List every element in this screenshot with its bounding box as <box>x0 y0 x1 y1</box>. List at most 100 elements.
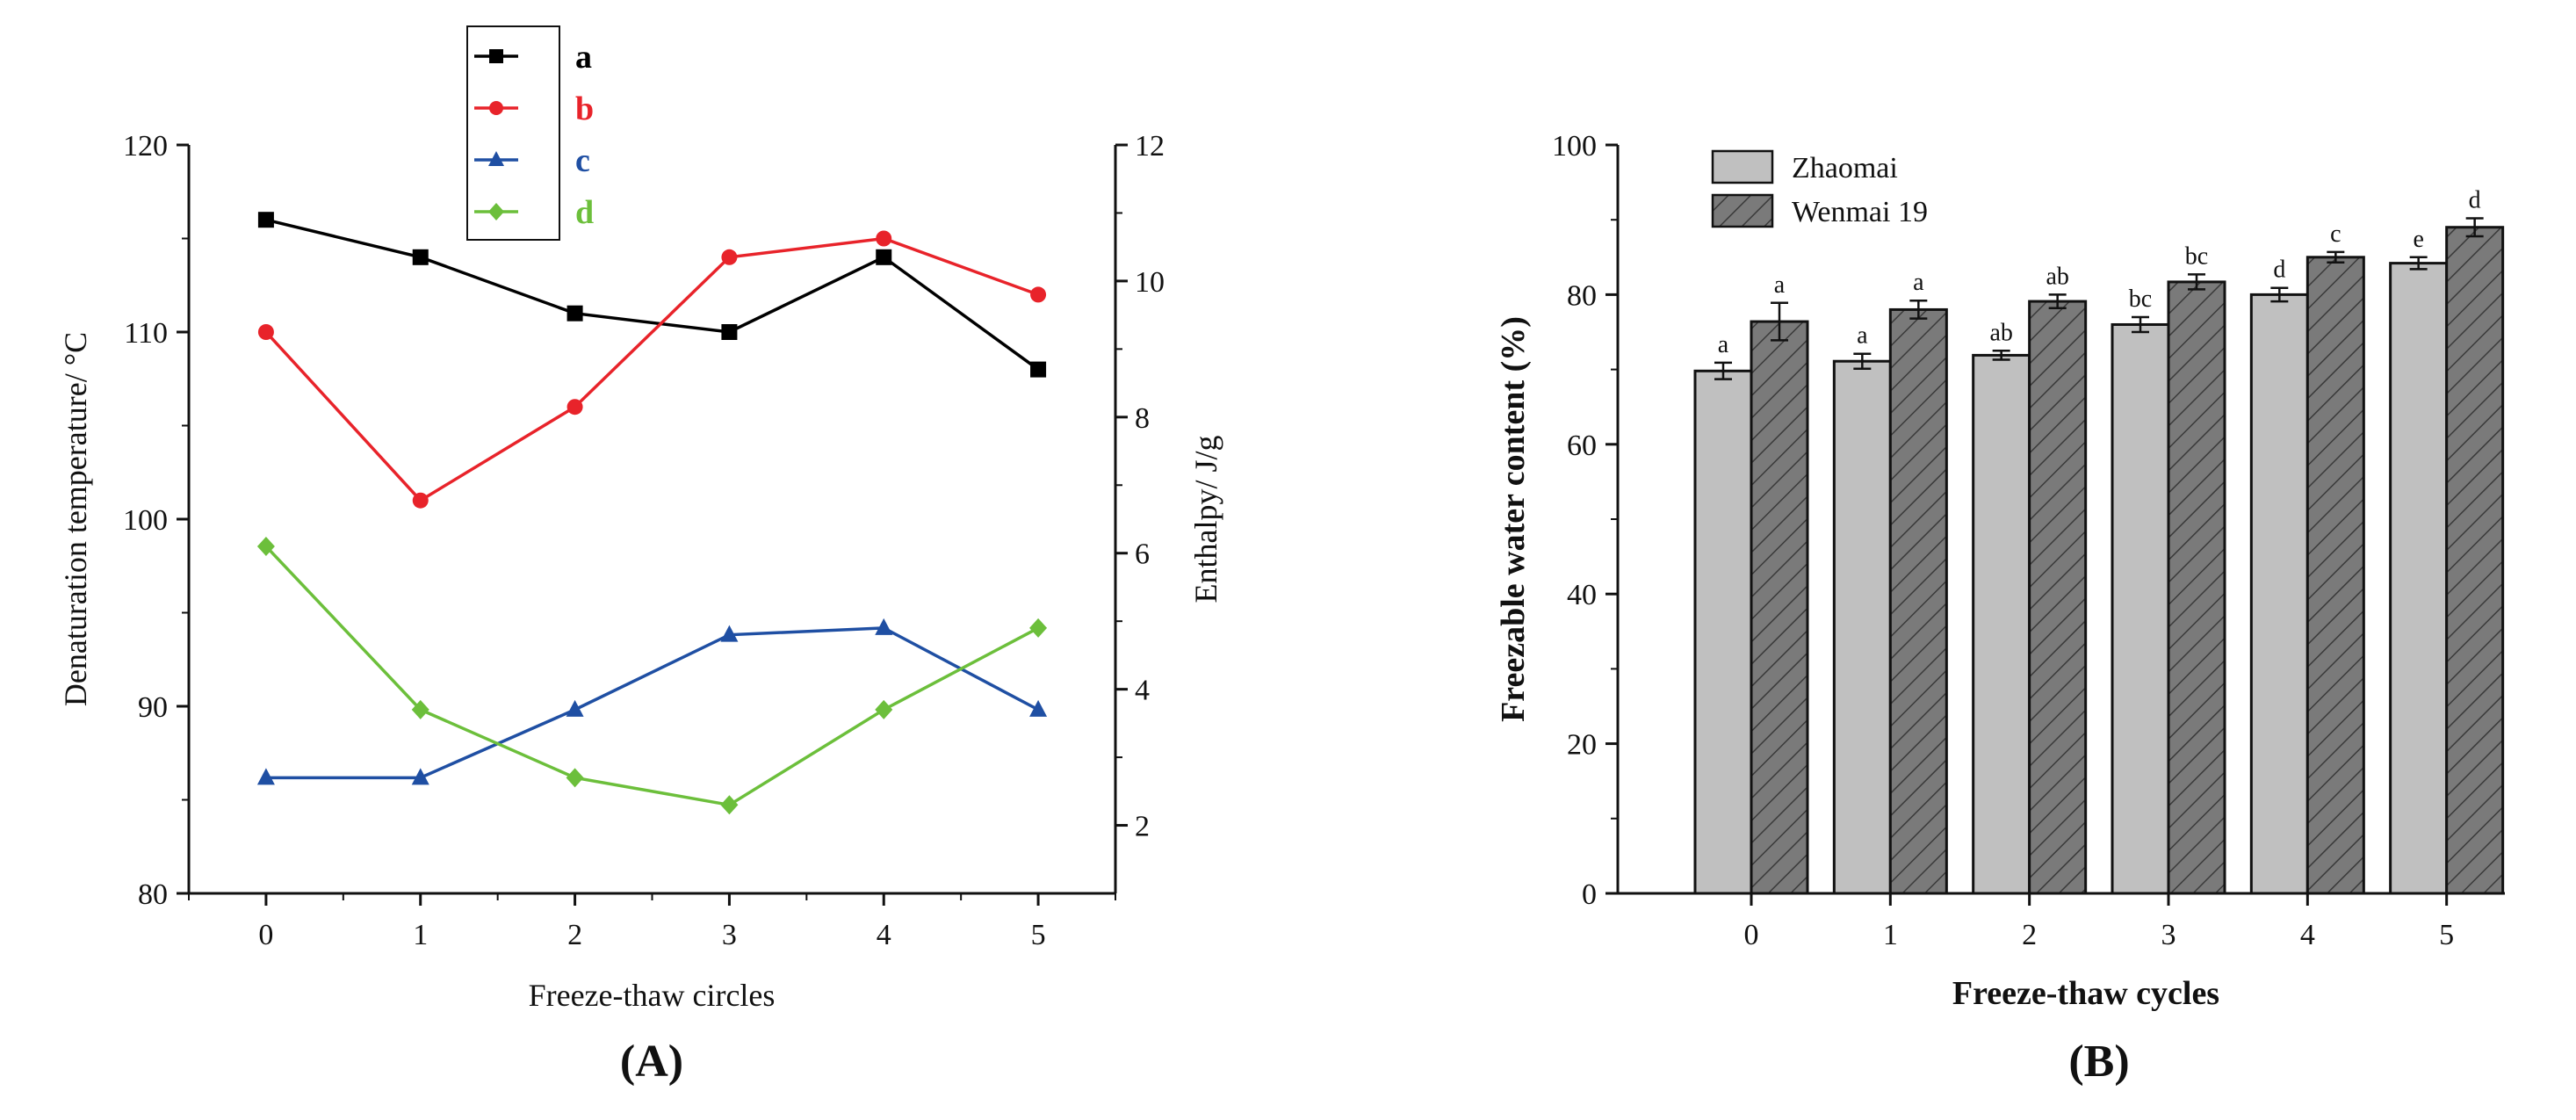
panel-a-y-tick-label: 110 <box>124 317 168 350</box>
panel-a-x-tick-label: 1 <box>413 919 428 951</box>
bar-zhaomai <box>1693 369 1753 895</box>
series-b-point <box>257 324 274 340</box>
bar-wenmai-19 <box>2167 280 2226 895</box>
legend-a-marker <box>489 49 503 63</box>
significance-label: d <box>2469 186 2481 213</box>
bar-zhaomai <box>2249 293 2309 895</box>
legend-b-marker <box>489 101 503 115</box>
significance-label: e <box>2413 226 2423 253</box>
panel-a-y2-tick-label: 12 <box>1135 130 1165 163</box>
panel-b-x-tick-label: 5 <box>2439 919 2454 951</box>
significance-label: ab <box>1989 319 2012 346</box>
legend-swatch-wenmai-19 <box>1711 193 1774 228</box>
series-b-line <box>264 236 1039 502</box>
panel-a-y2-tick-label: 4 <box>1135 675 1150 707</box>
panel-a-x-axis-label: Freeze-thaw circles <box>529 978 776 1013</box>
panel-a-y2-tick-label: 8 <box>1135 402 1150 435</box>
series-d-point <box>256 536 275 556</box>
significance-label: a <box>1857 322 1868 350</box>
bar-wenmai-19 <box>2028 300 2088 895</box>
panel-b-y-tick-label: 80 <box>1567 279 1597 312</box>
panel-a-x-tick-label: 3 <box>722 919 737 951</box>
series-b-point <box>876 230 892 247</box>
bar-wenmai-19 <box>1750 320 1809 895</box>
panel-b-x-tick-label: 3 <box>2161 919 2176 951</box>
series-a-point <box>876 249 892 265</box>
panel-a-y2-tick-label: 6 <box>1135 538 1150 571</box>
significance-label: a <box>1913 269 1924 296</box>
series-c-point <box>1029 699 1048 717</box>
bar-wenmai-19 <box>2445 226 2505 895</box>
panel-a-y-axis-label: Denaturation temperature/ °C <box>58 332 93 706</box>
significance-label: bc <box>2185 242 2208 270</box>
panel-b-y-tick-label: 100 <box>1552 130 1597 163</box>
legend-label-wenmai-19: Wenmai 19 <box>1792 196 1928 228</box>
panel-b-y-tick-label: 20 <box>1567 729 1597 762</box>
panel-b-y-tick-label: 40 <box>1567 579 1597 611</box>
series-d-point <box>720 795 739 815</box>
panel-a-x-tick-label: 0 <box>258 919 273 951</box>
panel-b-x-axis-label: Freeze-thaw cycles <box>1952 975 2219 1012</box>
panel-a-y-tick-label: 90 <box>138 691 168 724</box>
panel-a-x-tick-label: 5 <box>1031 919 1046 951</box>
series-d-line <box>264 545 1039 807</box>
panel-b-x-tick-label: 4 <box>2300 919 2315 951</box>
series-d-point <box>566 768 584 788</box>
panel-a-y2-tick-label: 2 <box>1135 811 1150 843</box>
series-c-point <box>411 768 429 785</box>
series-a-point <box>566 305 583 322</box>
significance-label: c <box>2330 220 2341 248</box>
legend-label-zhaomai: Zhaomai <box>1792 152 1898 184</box>
panel-a-y-tick-label: 80 <box>138 878 168 911</box>
series-c-point <box>566 699 584 717</box>
significance-label: a <box>1774 271 1786 299</box>
series-d-point <box>1029 618 1048 638</box>
panel-a-y2-axis-label: Enthalpy/ J/g <box>1188 436 1223 603</box>
significance-label: a <box>1718 331 1729 358</box>
bar-zhaomai <box>1972 353 2031 895</box>
legend-d-label: d <box>575 194 594 231</box>
series-c-point <box>256 768 275 785</box>
bar-zhaomai <box>2389 262 2449 895</box>
series-c-point <box>720 625 739 642</box>
panel-b-y-tick-label: 0 <box>1582 878 1597 911</box>
legend-d-marker <box>488 203 504 220</box>
panel-b-y-axis-label: Freezable water content (%) <box>1495 316 1532 722</box>
panel-a-x-tick-label: 2 <box>567 919 582 951</box>
series-b-point <box>721 249 738 265</box>
panel-a-x-tick-label: 4 <box>877 919 891 951</box>
legend-a-label: a <box>575 39 592 76</box>
legend-b-label: b <box>575 90 594 127</box>
panel-a-y-tick-label: 120 <box>123 130 168 163</box>
panel-b-bar-chart: 0 20 40 60 80 100 0 1 2 3 4 5 a a a a ab ab bc bc d c e d Zhao… <box>1495 130 2505 1087</box>
bar-zhaomai <box>1832 359 1892 895</box>
series-b-point <box>412 492 429 509</box>
series-c-line <box>265 626 1039 780</box>
panel-b-x-tick-label: 0 <box>1744 919 1759 951</box>
legend-c-marker <box>488 151 504 166</box>
series-c-point <box>875 618 893 635</box>
panel-a-y-tick-label: 100 <box>123 504 168 537</box>
panel-b-x-tick-label: 1 <box>1883 919 1898 951</box>
significance-label: bc <box>2129 285 2152 313</box>
bar-wenmai-19 <box>1888 307 1948 895</box>
panel-a-legend-box <box>466 25 560 241</box>
series-a-line <box>265 218 1040 372</box>
series-b-point <box>1030 286 1047 303</box>
panel-b-y-tick-label: 60 <box>1567 430 1597 462</box>
series-b-point <box>566 399 583 415</box>
significance-label: d <box>2273 257 2285 284</box>
bar-zhaomai <box>2111 322 2170 895</box>
legend-c-label: c <box>575 142 590 179</box>
series-a-point <box>721 324 738 340</box>
panel-b-x-tick-label: 2 <box>2022 919 2037 951</box>
series-a-point <box>1030 361 1047 378</box>
series-d-point <box>875 699 893 719</box>
series-a-point <box>257 212 274 228</box>
panel-a-y2-tick-label: 10 <box>1135 266 1165 299</box>
bar-wenmai-19 <box>2305 256 2365 895</box>
legend-swatch-zhaomai <box>1711 149 1774 184</box>
panel-a-label: (A) <box>620 1037 683 1087</box>
